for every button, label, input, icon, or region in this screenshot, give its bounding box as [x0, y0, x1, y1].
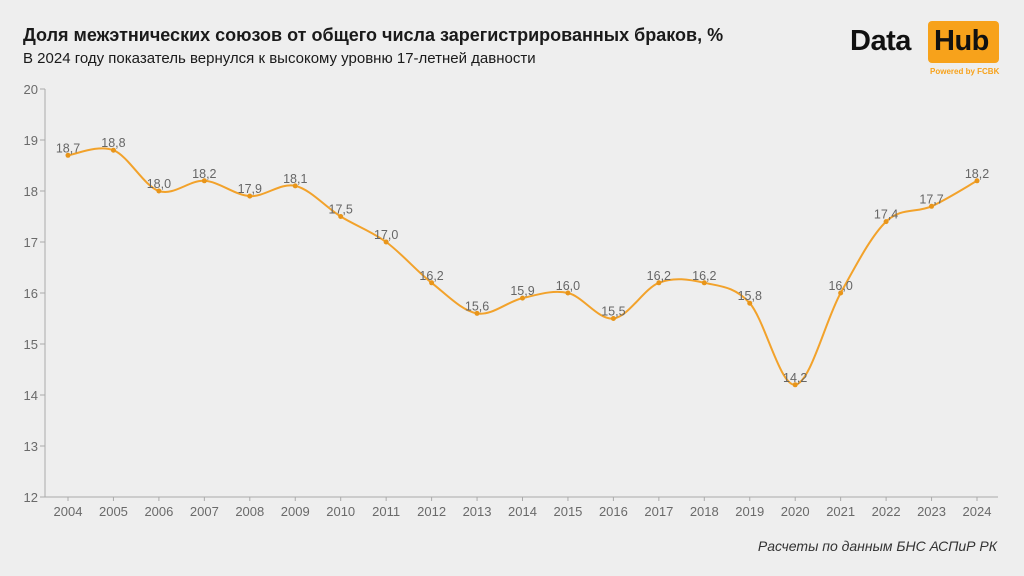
series — [67, 147, 978, 386]
data-points — [65, 147, 980, 388]
y-tick-label: 15 — [24, 337, 38, 352]
data-point — [883, 219, 889, 225]
data-point — [610, 316, 616, 321]
x-tick-label: 2004 — [54, 504, 83, 519]
x-tick-label: 2018 — [690, 504, 719, 519]
data-point — [792, 382, 798, 388]
data-point — [383, 239, 389, 245]
data-label: 15,6 — [465, 299, 489, 313]
data-label: 18,8 — [101, 136, 125, 150]
data-label: 18,7 — [56, 141, 80, 155]
data-label: 16,2 — [692, 269, 716, 283]
y-tick-label: 13 — [24, 439, 38, 454]
logo-tagline: Powered by FCBK — [930, 67, 1000, 76]
logo-word-data: Data — [850, 25, 911, 57]
x-tick-label: 2021 — [826, 504, 855, 519]
chart-title: Доля межэтнических союзов от общего числ… — [23, 25, 724, 45]
data-label: 16,0 — [828, 279, 852, 293]
data-point — [701, 280, 707, 286]
data-label: 16,0 — [556, 279, 580, 293]
x-tick-label: 2007 — [190, 504, 219, 519]
data-label: 15,5 — [601, 305, 625, 319]
data-point — [338, 214, 344, 219]
data-labels: 18,7 18,8 18,0 18,2 17,9 18,1 17,5 17,0 16,2 15,6… — [56, 136, 989, 385]
data-label: 18,0 — [147, 177, 171, 191]
data-label: 17,7 — [919, 192, 943, 206]
y-axis-ticks: 12 13 14 15 16 17 18 19 20 — [24, 82, 45, 505]
x-tick-label: 2005 — [99, 504, 128, 519]
data-point — [838, 290, 844, 296]
x-tick-label: 2024 — [963, 504, 992, 519]
x-tick-label: 2006 — [144, 504, 173, 519]
data-point — [565, 290, 571, 296]
y-tick-label: 19 — [24, 133, 38, 148]
data-point — [747, 300, 753, 306]
y-tick-label: 12 — [24, 490, 38, 505]
data-point — [65, 152, 71, 158]
data-point — [656, 280, 662, 286]
x-tick-label: 2011 — [372, 504, 400, 519]
x-tick-label: 2008 — [235, 504, 264, 519]
data-label: 15,8 — [738, 289, 762, 303]
data-label: 17,4 — [874, 208, 898, 222]
data-label: 17,0 — [374, 228, 398, 242]
logo-word-hub: Hub — [934, 25, 989, 57]
data-label: 17,9 — [238, 182, 262, 196]
data-point — [247, 193, 253, 199]
data-point — [292, 183, 298, 189]
data-label: 16,2 — [647, 269, 671, 283]
logo-hub-box — [928, 21, 999, 63]
x-tick-label: 2009 — [281, 504, 310, 519]
data-label: 18,1 — [283, 172, 307, 186]
series-line — [67, 147, 978, 386]
data-point — [474, 310, 480, 316]
source-note: Расчеты по данным БНС АСПиР РК — [757, 538, 997, 554]
x-axis-ticks: 2004 2005 2006 2007 2008 2009 2010 2011 2012 2013… — [54, 497, 992, 519]
y-tick-label: 17 — [24, 235, 38, 250]
data-label: 17,5 — [329, 203, 353, 217]
y-tick-label: 16 — [24, 286, 38, 301]
data-label: 14,2 — [783, 371, 807, 385]
datahub-logo: Data Hub Powered by FCBK — [850, 21, 1000, 76]
data-point — [929, 203, 935, 209]
x-tick-label: 2010 — [326, 504, 355, 519]
x-tick-label: 2016 — [599, 504, 628, 519]
x-tick-label: 2014 — [508, 504, 537, 519]
x-tick-label: 2019 — [735, 504, 764, 519]
data-label: 18,2 — [965, 167, 989, 181]
x-tick-label: 2020 — [781, 504, 810, 519]
x-tick-label: 2017 — [644, 504, 673, 519]
data-point — [156, 188, 162, 194]
x-tick-label: 2015 — [553, 504, 582, 519]
x-tick-label: 2012 — [417, 504, 446, 519]
chart-subtitle: В 2024 году показатель вернулся к высоко… — [23, 50, 536, 67]
x-tick-label: 2023 — [917, 504, 946, 519]
y-tick-label: 20 — [24, 82, 38, 97]
data-point — [974, 178, 980, 184]
y-tick-label: 18 — [24, 184, 38, 199]
data-point — [429, 280, 435, 286]
data-label: 16,2 — [419, 269, 443, 283]
x-tick-label: 2022 — [872, 504, 901, 519]
data-label: 15,9 — [510, 284, 534, 298]
data-point — [520, 295, 525, 301]
data-point — [201, 178, 207, 184]
data-point — [110, 147, 116, 153]
y-tick-label: 14 — [24, 388, 38, 403]
data-label: 18,2 — [192, 167, 216, 181]
x-tick-label: 2013 — [463, 504, 492, 519]
